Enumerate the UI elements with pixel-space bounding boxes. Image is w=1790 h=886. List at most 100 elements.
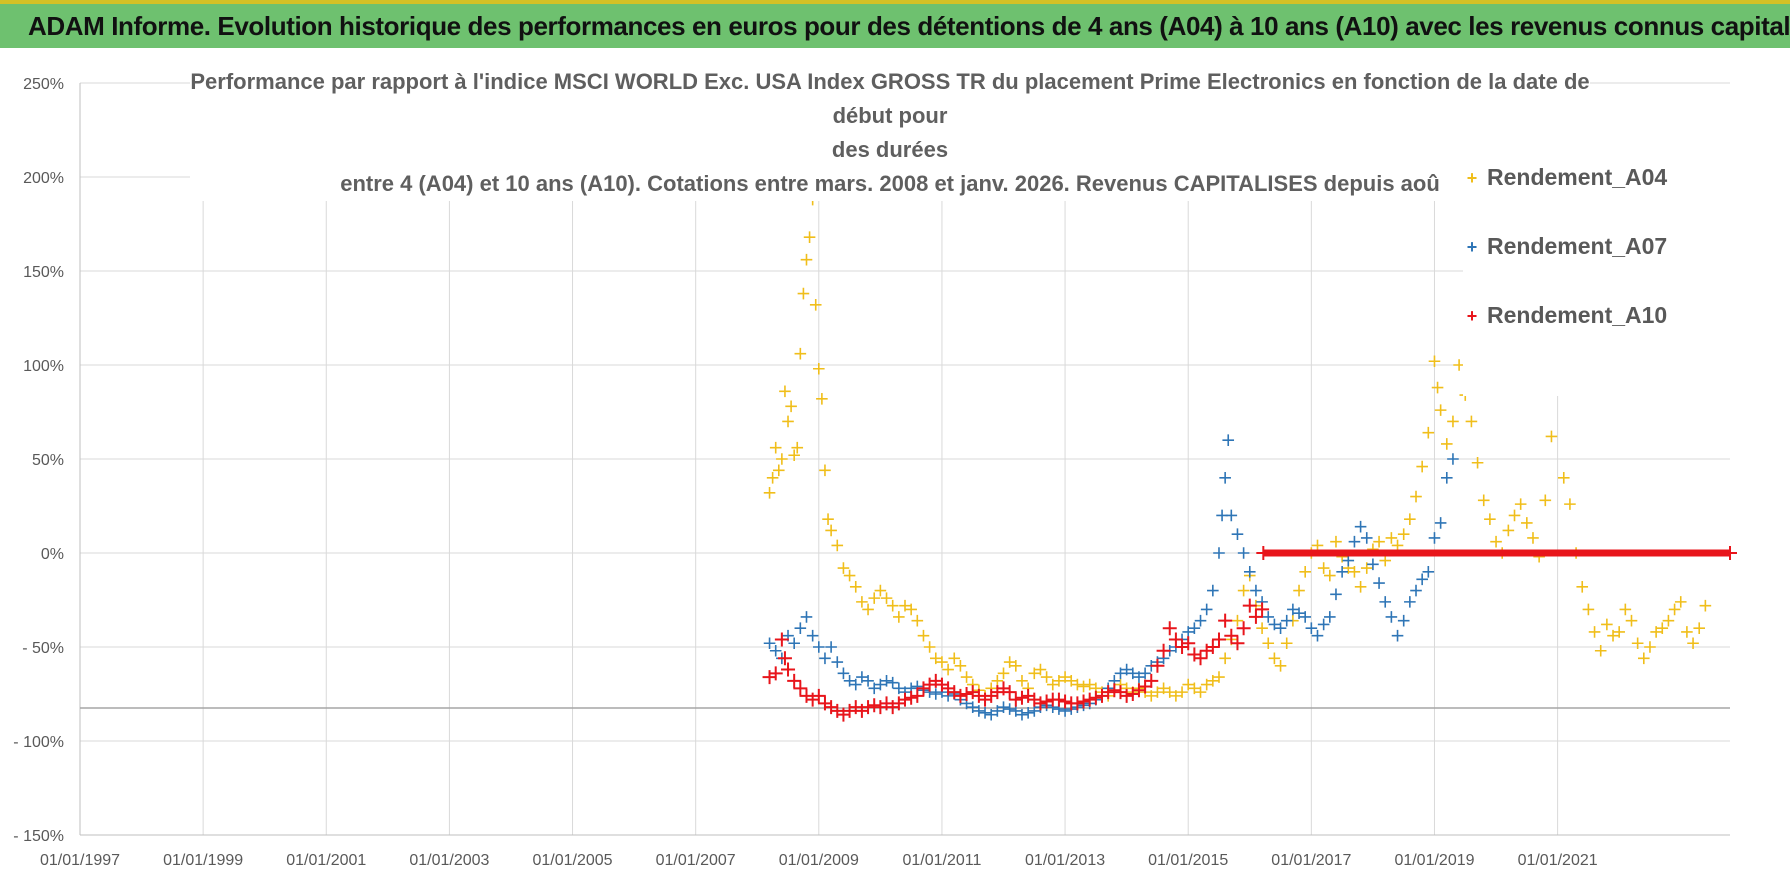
data-point: [1218, 613, 1233, 628]
data-point: [788, 637, 800, 650]
data-point: [1219, 472, 1231, 484]
data-point: [1299, 566, 1311, 578]
data-point: [1576, 581, 1589, 593]
data-point: [825, 524, 837, 537]
data-point: [1010, 705, 1022, 717]
data-point: [1471, 456, 1484, 469]
data-point: [1545, 430, 1558, 443]
data-point: [886, 599, 899, 612]
data-point: [899, 599, 911, 612]
data-point: [849, 581, 862, 593]
legend-item-a10: + Rendement_A10: [1463, 304, 1668, 327]
data-point: [1668, 603, 1681, 616]
data-point: [1465, 415, 1478, 428]
data-point: [1176, 686, 1188, 698]
data-point: [1453, 359, 1465, 371]
data-point: [1656, 622, 1669, 634]
data-point: [1156, 643, 1171, 658]
data-point: [1182, 626, 1195, 638]
data-point: [1188, 622, 1201, 634]
chart-title: Performance par rapport à l'indice MSCI …: [190, 65, 1590, 201]
data-point: [1431, 381, 1444, 394]
data-point: [843, 569, 856, 582]
data-point: [1071, 678, 1084, 691]
data-point: [1354, 520, 1367, 533]
data-point: [1293, 607, 1305, 619]
data-point: [763, 487, 776, 499]
data-point: [1182, 678, 1195, 691]
data-point: [880, 592, 893, 604]
chart-title-line-2: des durées: [831, 137, 949, 162]
data-point: [803, 231, 816, 243]
data-point: [1211, 632, 1226, 647]
data-point: [1699, 599, 1712, 612]
data-point: [1404, 513, 1416, 525]
data-point: [1053, 675, 1065, 687]
data-point: [1237, 584, 1250, 597]
data-point: [973, 705, 985, 717]
data-point: [1625, 614, 1638, 627]
y-tick-label: - 50%: [22, 640, 64, 657]
y-tick-label: - 100%: [13, 734, 64, 751]
data-point: [1193, 651, 1208, 666]
data-point: [1150, 658, 1165, 673]
data-point: [794, 622, 807, 634]
data-point: [1557, 472, 1570, 484]
data-point: [819, 652, 831, 665]
data-point: [1230, 636, 1245, 651]
data-point: [960, 671, 973, 683]
data-point: [806, 629, 819, 642]
data-point: [1434, 404, 1447, 416]
data-point: [959, 687, 974, 701]
data-point: [898, 692, 912, 707]
data-point: [1034, 663, 1047, 676]
y-tick-label: 150%: [23, 264, 64, 281]
data-point: [1367, 558, 1379, 571]
data-point: [1601, 618, 1613, 631]
series-rendement-a07: [763, 434, 1459, 721]
data-point: [1231, 528, 1244, 540]
legend-marker-a10: +: [1466, 305, 1478, 326]
x-tick-label: 01/01/2003: [409, 852, 489, 869]
data-point: [893, 682, 905, 695]
data-point: [793, 681, 808, 696]
data-point: [1613, 626, 1625, 638]
data-point: [1607, 629, 1619, 642]
data-point: [1236, 621, 1251, 636]
data-point: [1514, 498, 1527, 510]
data-point: [1262, 611, 1275, 623]
data-point: [1477, 494, 1490, 507]
y-tick-label: 200%: [23, 170, 64, 187]
data-point: [862, 675, 874, 687]
data-point: [1002, 685, 1017, 700]
data-point: [1207, 584, 1219, 597]
data-point: [1317, 618, 1330, 631]
data-point: [1397, 614, 1410, 627]
data-point: [991, 675, 1004, 687]
data-point: [936, 656, 948, 668]
data-point: [849, 678, 862, 691]
data-point: [1213, 671, 1225, 683]
data-point: [822, 513, 834, 525]
data-point: [1151, 686, 1164, 698]
data-point: [1539, 494, 1552, 507]
data-point: [953, 688, 968, 703]
data-point: [904, 690, 919, 705]
data-point: [1305, 622, 1318, 634]
data-point: [886, 676, 899, 689]
data-point: [782, 415, 794, 428]
data-point: [1324, 611, 1336, 623]
data-point: [1280, 637, 1293, 650]
data-point: [1410, 490, 1422, 503]
data-point: [1330, 588, 1342, 601]
data-point: [1391, 539, 1404, 552]
legend-item-a04: + Rendement_A04: [1463, 166, 1668, 189]
data-point: [1274, 622, 1287, 634]
data-point: [1070, 696, 1085, 711]
data-point: [774, 632, 789, 647]
data-point: [1076, 694, 1091, 709]
data-point: [1410, 584, 1422, 597]
data-point: [1237, 547, 1250, 559]
report-banner: ADAM Informe. Evolution historique des p…: [0, 0, 1790, 48]
data-point: [1434, 517, 1447, 529]
